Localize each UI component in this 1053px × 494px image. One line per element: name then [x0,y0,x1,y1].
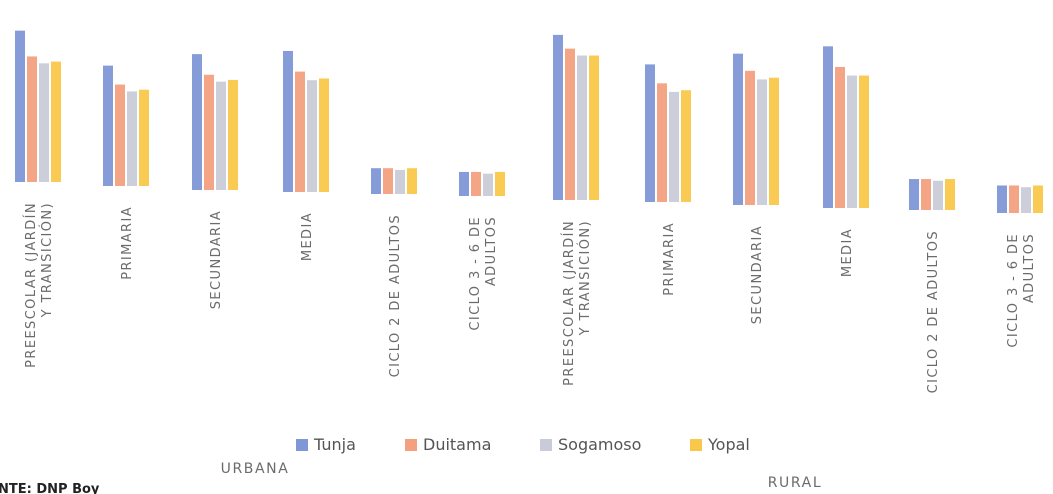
bar-sogamoso-3 [307,80,317,192]
bar-duitama-8 [745,70,755,205]
category-label-5-1: ADULTOS [484,216,499,286]
bar-duitama-0 [27,56,37,182]
bar-duitama-2 [204,74,214,190]
category-label-8-0: SECUNDARIA [750,225,765,324]
legend-swatch-tunja [296,439,308,451]
bar-duitama-9 [835,66,845,209]
bar-tunja-4 [371,168,381,194]
legend-swatch-sogamoso [540,439,552,451]
bar-tunja-8 [733,53,743,205]
legend-label-sogamoso: Sogamoso [558,435,641,454]
bar-tunja-10 [909,179,919,210]
legend-label-duitama: Duitama [423,435,491,454]
bar-yopal-7 [681,90,691,202]
category-label-9-0: MEDIA [840,228,855,277]
legend-swatch-duitama [405,439,417,451]
bar-yopal-6 [589,55,599,200]
bar-yopal-11 [1033,185,1043,213]
category-label-0-1: Y TRANSICIÓN) [39,202,55,318]
category-label-3-0: MEDIA [300,212,315,261]
bar-sogamoso-1 [127,91,137,186]
category-label-6-0: PREESCOLAR (JARDÍN [561,220,577,386]
source-text: NTE: DNP Boy [0,482,100,494]
bar-yopal-4 [407,168,417,194]
bar-duitama-11 [1009,185,1019,213]
bar-yopal-1 [139,89,149,186]
bar-tunja-1 [103,65,113,186]
bar-duitama-5 [471,171,481,196]
legend-label-yopal: Yopal [707,435,750,454]
bar-duitama-4 [383,168,393,194]
bar-sogamoso-11 [1021,187,1031,213]
bar-tunja-6 [553,34,563,200]
bar-duitama-1 [115,84,125,186]
bar-duitama-3 [295,71,305,192]
bar-tunja-0 [15,30,25,182]
category-label-0-0: PREESCOLAR (JARDÍN [23,202,39,368]
bar-sogamoso-7 [669,91,679,202]
category-label-2-0: SECUNDARIA [209,210,224,309]
category-label-11-0: CICLO 3 - 6 DE [1006,233,1021,348]
bar-yopal-2 [228,79,238,190]
legend-swatch-yopal [690,439,702,451]
bar-sogamoso-6 [577,55,587,200]
bar-yopal-3 [319,78,329,192]
category-label-4-0: CICLO 2 DE ADULTOS [388,214,403,377]
category-label-5-0: CICLO 3 - 6 DE [468,216,483,331]
bar-tunja-9 [823,46,833,208]
category-label-7-0: PRIMARIA [662,222,677,296]
bar-tunja-5 [459,171,469,196]
category-label-11-1: ADULTOS [1022,233,1037,303]
bar-sogamoso-9 [847,75,857,208]
bar-duitama-10 [921,179,931,210]
category-label-10-0: CICLO 2 DE ADULTOS [926,230,941,393]
bar-sogamoso-10 [933,180,943,210]
bar-yopal-0 [51,61,61,182]
bar-duitama-7 [657,83,667,202]
bar-yopal-9 [859,75,869,208]
legend-label-tunja: Tunja [313,435,356,454]
bar-yopal-5 [495,171,505,196]
bar-sogamoso-2 [216,81,226,190]
category-label-6-1: Y TRANSICIÓN) [577,220,593,336]
bar-tunja-11 [997,185,1007,213]
bar-sogamoso-4 [395,169,405,194]
group-label-urbana: URBANA [221,461,290,477]
bar-tunja-7 [645,64,655,203]
bar-yopal-10 [945,179,955,210]
bar-yopal-8 [769,77,779,205]
bar-sogamoso-8 [757,79,767,205]
category-label-1-0: PRIMARIA [120,206,135,280]
bar-sogamoso-0 [39,63,49,182]
bar-tunja-3 [283,50,293,193]
bar-duitama-6 [565,48,575,200]
group-label-rural: RURAL [768,475,823,491]
bar-tunja-2 [192,54,202,191]
bar-sogamoso-5 [483,173,493,196]
